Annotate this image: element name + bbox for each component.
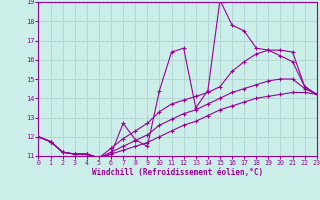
X-axis label: Windchill (Refroidissement éolien,°C): Windchill (Refroidissement éolien,°C) <box>92 168 263 177</box>
